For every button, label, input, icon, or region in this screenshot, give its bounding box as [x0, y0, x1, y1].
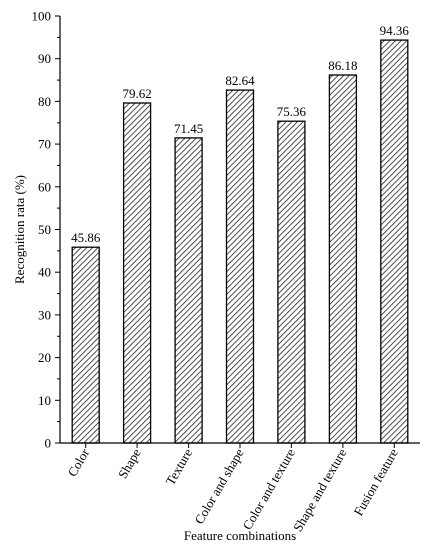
x-tick-label: Color and shape	[191, 446, 246, 527]
x-tick-label: Color	[64, 445, 92, 479]
bar	[277, 120, 306, 444]
bar	[174, 137, 203, 444]
y-tick-label: 50	[38, 222, 51, 237]
bar	[122, 102, 152, 444]
data-label: 75.36	[277, 104, 307, 119]
y-axis-title: Recognition rata (%)	[12, 175, 27, 284]
y-tick-label: 20	[38, 350, 51, 365]
y-tick-label: 80	[38, 94, 51, 109]
x-tick-label: Shape	[115, 446, 144, 481]
data-label: 82.64	[225, 73, 255, 88]
data-label: 71.45	[174, 121, 203, 136]
x-tick-label: Shape and texture	[290, 446, 350, 534]
x-tick-label: Fusion feature	[351, 446, 401, 518]
data-label: 86.18	[328, 58, 357, 73]
y-tick-label: 0	[45, 436, 52, 451]
data-label: 45.86	[71, 230, 101, 245]
y-tick-label: 90	[38, 51, 51, 66]
x-axis-title: Feature combinations	[184, 528, 296, 543]
data-label: 94.36	[380, 23, 410, 38]
y-tick-label: 60	[38, 179, 51, 194]
y-tick-label: 10	[38, 393, 51, 408]
data-label: 79.62	[122, 86, 151, 101]
x-tick-label: Texture	[162, 446, 195, 488]
y-tick-label: 40	[38, 265, 51, 280]
bar	[71, 246, 100, 444]
y-tick-label: 70	[38, 137, 51, 152]
x-tick-label: Color and texture	[240, 446, 299, 532]
bar	[380, 39, 409, 444]
bar	[328, 74, 358, 444]
y-tick-label: 100	[32, 9, 52, 24]
bar	[225, 89, 255, 444]
y-tick-label: 30	[38, 307, 51, 322]
